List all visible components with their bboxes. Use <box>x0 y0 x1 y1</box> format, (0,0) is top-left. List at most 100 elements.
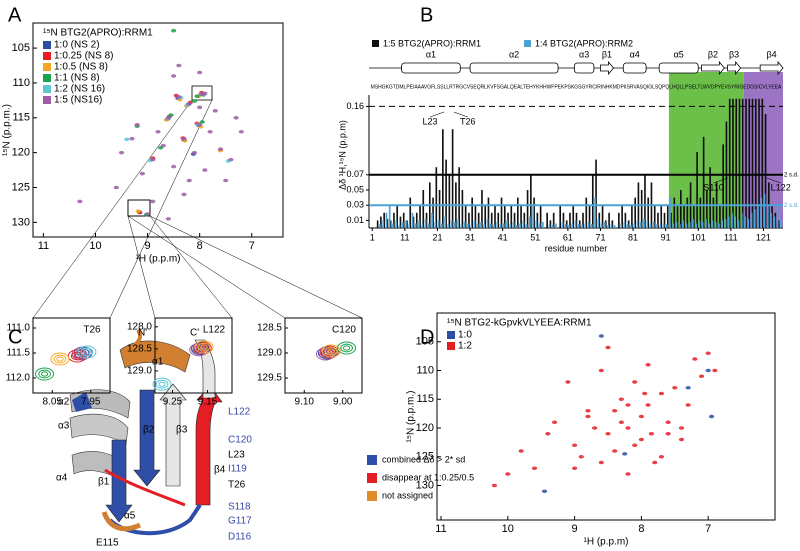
bar <box>738 98 741 228</box>
bar <box>549 220 552 228</box>
bar <box>458 167 460 228</box>
bar <box>574 220 577 228</box>
bar <box>685 223 688 228</box>
peak <box>692 357 698 361</box>
bar <box>649 223 652 228</box>
bar <box>461 190 464 228</box>
bar <box>496 221 499 228</box>
bar <box>708 223 710 228</box>
annotation: L122 <box>771 182 791 192</box>
peak-contour <box>50 352 70 366</box>
bar <box>706 190 708 228</box>
bar <box>542 221 544 228</box>
bar <box>653 205 656 228</box>
bar <box>438 190 441 228</box>
legend-label: 1:2 (NS 16) <box>54 84 105 95</box>
inset-label: T26 <box>83 325 101 336</box>
peak <box>181 136 187 141</box>
bar <box>510 205 513 228</box>
bar <box>569 212 571 228</box>
bar <box>732 98 734 228</box>
residue-label: G117 <box>228 516 252 527</box>
bar <box>507 212 509 228</box>
protein-cartoon <box>69 328 223 536</box>
contour-ring <box>197 342 211 352</box>
legend-label: 1:5 (NS16) <box>54 95 102 106</box>
x-tick-label: 10 <box>502 523 514 535</box>
contour-ring <box>53 354 67 364</box>
peak <box>638 437 645 442</box>
bar <box>435 167 438 228</box>
bar <box>682 220 684 228</box>
peak <box>658 454 665 459</box>
annotation-leader <box>713 177 728 184</box>
structure-label: α2 <box>509 49 519 59</box>
peak <box>625 472 631 476</box>
residue-label: L23 <box>228 450 245 461</box>
bar <box>484 205 487 228</box>
bar <box>701 221 704 228</box>
peak-contour <box>152 377 172 391</box>
peak <box>165 116 172 120</box>
bar <box>718 223 720 228</box>
x-tick-label: 8 <box>638 523 644 535</box>
bar <box>538 223 541 228</box>
bar <box>584 223 587 228</box>
x-axis-label: ¹H (p.p.m) <box>584 537 629 548</box>
x-tick-label: 7 <box>705 523 711 535</box>
peak <box>678 437 685 442</box>
peak <box>685 403 691 407</box>
helix <box>622 62 647 74</box>
bar <box>434 221 437 228</box>
bar <box>451 129 454 228</box>
bar <box>722 144 724 228</box>
bar <box>402 212 405 228</box>
y-tick-label: 115 <box>12 112 30 124</box>
zoom-line <box>149 215 363 319</box>
bar <box>401 221 404 228</box>
peak <box>648 431 655 436</box>
bar <box>477 212 480 228</box>
legend-swatch <box>524 40 531 47</box>
peak <box>168 113 174 117</box>
bar <box>578 220 581 228</box>
bar <box>442 129 444 228</box>
bar <box>582 212 584 228</box>
peak <box>565 380 571 384</box>
peak <box>678 426 685 430</box>
bar <box>393 212 395 228</box>
bar <box>473 220 476 228</box>
bar <box>382 220 384 228</box>
residue-label: α2 <box>58 397 70 408</box>
helix <box>69 413 129 445</box>
bar <box>695 223 697 228</box>
peak <box>612 408 618 413</box>
inset-label: C120 <box>332 325 356 336</box>
x-axis-label: ¹H (p.p.m) <box>136 254 181 265</box>
x-tick-label: 9.00 <box>333 397 353 408</box>
bar <box>480 221 482 228</box>
peak <box>632 380 638 384</box>
bar <box>767 205 769 228</box>
peak <box>171 28 177 33</box>
bar <box>590 224 593 228</box>
bar <box>669 197 671 228</box>
structure-label: α1 <box>426 49 436 59</box>
legend-label: 1:4 BTG2(APRO):RRM2 <box>535 38 633 48</box>
residue-label: α5 <box>124 511 136 522</box>
bar <box>656 224 658 228</box>
bar <box>591 174 594 228</box>
y-axis-label: Δδ ¹H,¹⁵N (p.p.m) <box>337 120 347 190</box>
bar <box>774 212 777 228</box>
legend-swatch <box>43 52 51 60</box>
bar <box>750 212 753 228</box>
bar <box>639 221 642 228</box>
bar <box>530 174 532 228</box>
peak <box>618 420 624 425</box>
legend-label: 1:0.5 (NS 8) <box>54 62 108 73</box>
peak <box>645 362 651 367</box>
peak-contour <box>321 344 341 358</box>
x-tick-label: 10 <box>89 240 101 252</box>
